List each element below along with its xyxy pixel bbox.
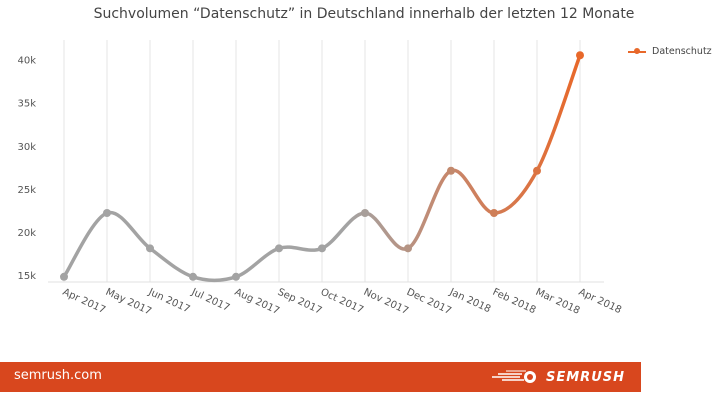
y-tick-label: 40k	[17, 56, 36, 67]
chart-title: Suchvolumen “Datenschutz” in Deutschland…	[93, 6, 635, 22]
legend[interactable]: Datenschutz	[628, 46, 712, 57]
y-tick-label: 35k	[17, 99, 36, 110]
x-tick-label: Sep 2017	[276, 287, 324, 317]
legend-label: Datenschutz	[652, 46, 712, 57]
x-tick-label: Mar 2018	[534, 287, 582, 317]
data-point	[404, 244, 412, 253]
x-tick-label: Apr 2018	[577, 287, 623, 316]
legend-swatch	[628, 48, 646, 54]
semrush-logo-text: SEMRUSH	[546, 369, 625, 385]
footer-site-label[interactable]: semrush.com	[14, 368, 102, 383]
x-tick-label: Dec 2017	[405, 287, 453, 317]
y-tick-label: 25k	[17, 185, 36, 196]
semrush-fire-icon	[492, 370, 536, 383]
x-tick-label: Oct 2017	[319, 287, 365, 316]
x-tick-label: Aug 2017	[233, 287, 281, 317]
data-point	[60, 272, 68, 281]
x-tick-label: Nov 2017	[362, 287, 410, 317]
data-point	[361, 209, 369, 217]
data-point	[576, 51, 584, 60]
data-point	[232, 272, 240, 281]
y-tick-label: 20k	[17, 228, 36, 239]
x-tick-label: Jul 2017	[189, 286, 231, 314]
data-point	[103, 209, 111, 217]
data-point	[275, 244, 283, 253]
data-point	[490, 209, 498, 217]
data-point	[318, 244, 326, 253]
semrush-logo: SEMRUSH	[490, 369, 625, 385]
x-tick-label: Feb 2018	[491, 287, 538, 317]
data-point	[189, 272, 197, 281]
x-tick-label: Jun 2017	[146, 286, 192, 315]
x-tick-label: Apr 2017	[61, 287, 107, 316]
x-tick-label: Jan 2018	[447, 286, 492, 315]
data-point	[146, 244, 154, 253]
y-tick-label: 15k	[17, 271, 36, 282]
footer-bar: semrush.com SEMRUSH	[0, 362, 641, 392]
data-point	[533, 166, 541, 175]
x-tick-label: May 2017	[104, 287, 153, 318]
data-point	[447, 166, 455, 175]
y-tick-label: 30k	[17, 142, 36, 153]
